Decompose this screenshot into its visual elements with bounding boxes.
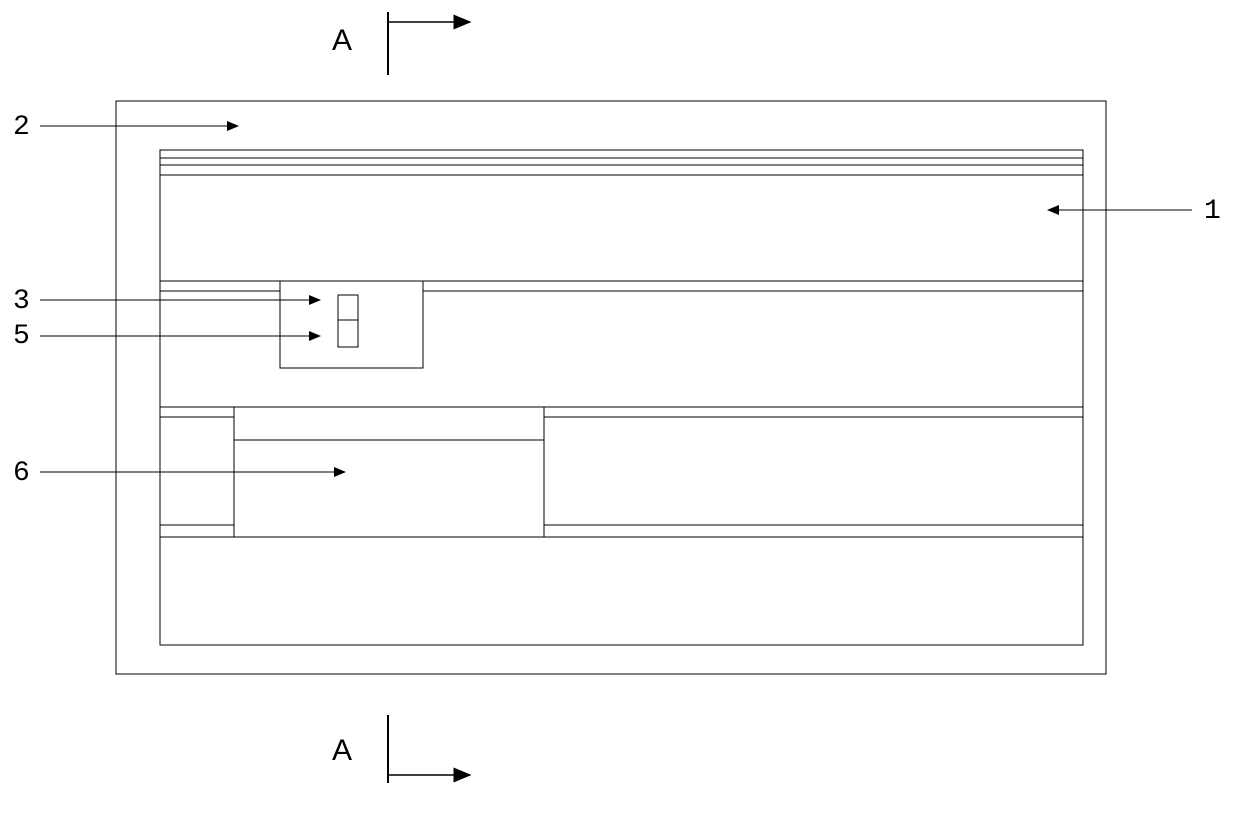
outer-frame [116,101,1106,674]
section-a-top-label: A [332,24,352,57]
small-box [280,281,423,368]
callout-2-label: 2 [13,112,30,143]
section-a-bottom-label: A [332,734,352,767]
callout-3-label: 3 [13,286,30,317]
inner-frame [160,150,1083,645]
engineering-diagram: A A 1 2 3 5 6 [0,0,1240,815]
callout-1-label: 1 [1204,196,1221,227]
callout-5-label: 5 [13,321,30,352]
callout-6-label: 6 [13,458,30,489]
